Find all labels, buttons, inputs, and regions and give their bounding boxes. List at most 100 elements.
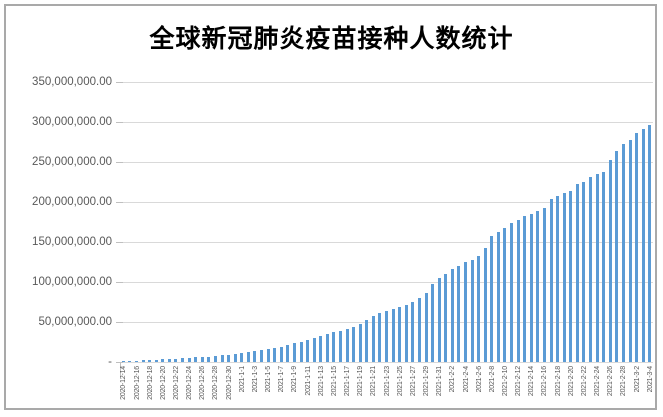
- gridline: [120, 162, 653, 163]
- bar: [628, 140, 632, 362]
- x-axis-label: 2021-1-31: [436, 366, 444, 397]
- bar: [575, 184, 579, 362]
- bar: [187, 358, 191, 362]
- y-axis-label: -: [108, 356, 112, 368]
- bar: [424, 293, 428, 362]
- bar: [398, 307, 402, 362]
- bar: [207, 357, 211, 362]
- x-axis-label: 2021-1-27: [409, 366, 417, 397]
- bar: [523, 216, 527, 362]
- bar: [121, 361, 125, 362]
- bar: [602, 172, 606, 362]
- bar: [194, 357, 198, 362]
- x-axis-label: 2021-2-24: [594, 366, 602, 397]
- bar: [549, 199, 553, 362]
- gridline: [120, 82, 653, 83]
- x-axis-label: 2020-12-26: [199, 366, 207, 400]
- bar: [338, 331, 342, 362]
- x-axis-label: 2021-2-8: [488, 366, 496, 393]
- y-axis-tick: [116, 282, 123, 283]
- bar: [233, 354, 237, 362]
- x-axis-label: 2021-2-2: [449, 366, 457, 393]
- bar: [299, 342, 303, 362]
- x-axis-label: 2021-2-18: [554, 366, 562, 397]
- bar: [464, 262, 467, 362]
- bar: [200, 357, 204, 362]
- x-axis-label: 2021-2-28: [620, 366, 628, 397]
- y-axis-label: 250,000,000.00: [32, 156, 112, 168]
- x-axis-label: 2021-2-26: [607, 366, 615, 397]
- y-axis-tick: [116, 202, 123, 203]
- y-axis-label: 350,000,000.00: [32, 76, 112, 88]
- bar: [444, 274, 448, 362]
- x-axis-label: 2020-12-16: [133, 366, 141, 400]
- bar: [378, 313, 382, 362]
- bar: [352, 327, 356, 362]
- bar: [181, 358, 184, 362]
- bar: [213, 356, 217, 362]
- bar: [483, 248, 487, 362]
- x-axis-label: 2020-12-20: [159, 366, 167, 400]
- bar: [312, 338, 316, 362]
- bar: [431, 284, 435, 362]
- bar: [174, 359, 178, 362]
- bar: [589, 177, 592, 362]
- gridline: [120, 282, 653, 283]
- bar: [161, 359, 165, 362]
- x-axis-label: 2020-12-30: [225, 366, 233, 400]
- bar: [306, 340, 309, 362]
- bar: [246, 352, 250, 362]
- bar: [332, 332, 336, 362]
- x-axis-label: 2021-1-21: [370, 366, 378, 397]
- plot-area: [120, 82, 653, 363]
- x-axis-label: 2021-1-13: [317, 366, 325, 397]
- x-axis-label: 2021-1-11: [304, 366, 312, 396]
- bar: [273, 348, 277, 362]
- bar: [556, 196, 560, 362]
- bar: [286, 345, 290, 362]
- bar: [391, 309, 395, 362]
- bar: [371, 316, 375, 362]
- gridline: [120, 242, 653, 243]
- y-axis-tick: [116, 362, 123, 363]
- y-axis-label: 200,000,000.00: [32, 196, 112, 208]
- bar: [648, 125, 652, 362]
- x-axis-label: 2020-12-28: [212, 366, 220, 400]
- bar: [450, 269, 454, 362]
- x-axis-label: 2021-1-17: [344, 366, 351, 397]
- x-axis-label: 2021-1-3: [251, 366, 259, 393]
- bar: [621, 144, 625, 362]
- bar: [516, 220, 520, 362]
- bar: [345, 329, 349, 362]
- bar: [490, 236, 494, 362]
- bar: [135, 361, 138, 362]
- bar: [417, 298, 421, 362]
- x-axis-label: 2021-2-12: [515, 366, 523, 397]
- y-axis-tick: [116, 322, 123, 323]
- bar: [141, 360, 145, 362]
- y-axis-label: 100,000,000.00: [32, 276, 112, 288]
- x-axis-label: 2021-1-7: [278, 366, 286, 393]
- bar: [253, 351, 257, 362]
- bar: [529, 214, 533, 362]
- bar: [635, 133, 638, 362]
- bar: [220, 355, 224, 362]
- bar: [266, 349, 270, 362]
- x-axis-label: 2021-1-29: [423, 366, 430, 397]
- bar: [569, 191, 573, 362]
- chart-frame-border: [4, 4, 657, 410]
- bar: [510, 223, 513, 362]
- y-axis-label: 300,000,000.00: [32, 116, 112, 128]
- x-axis-label: 2021-1-9: [291, 366, 299, 393]
- bar: [148, 360, 152, 362]
- x-axis-label: 2020-12-18: [146, 366, 154, 400]
- bar: [608, 160, 612, 362]
- y-axis-tick: [116, 162, 123, 163]
- x-axis-label: 2021-1-25: [396, 366, 404, 397]
- bar: [641, 129, 645, 362]
- x-axis-label: 2020-12-14: [120, 366, 128, 400]
- bar: [536, 211, 540, 362]
- x-axis-label: 2021-1-1: [238, 366, 246, 393]
- bar: [615, 151, 619, 362]
